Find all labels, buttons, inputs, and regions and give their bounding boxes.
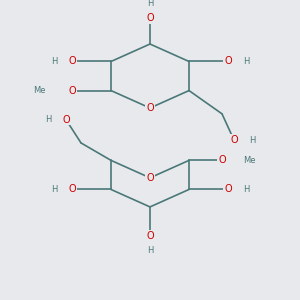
Text: O: O bbox=[146, 173, 154, 183]
Text: H: H bbox=[147, 0, 153, 8]
Text: O: O bbox=[224, 56, 232, 67]
Text: H: H bbox=[147, 246, 153, 255]
Text: O: O bbox=[146, 103, 154, 113]
Text: H: H bbox=[45, 115, 51, 124]
Text: Me: Me bbox=[33, 86, 45, 95]
Text: O: O bbox=[62, 115, 70, 125]
Text: O: O bbox=[68, 56, 76, 67]
Text: H: H bbox=[51, 57, 57, 66]
Text: O: O bbox=[146, 231, 154, 241]
Text: O: O bbox=[224, 184, 232, 194]
Text: O: O bbox=[146, 13, 154, 23]
Text: H: H bbox=[51, 185, 57, 194]
Text: O: O bbox=[230, 135, 238, 145]
Text: O: O bbox=[218, 155, 226, 165]
Text: H: H bbox=[243, 57, 249, 66]
Text: O: O bbox=[68, 85, 76, 96]
Text: Me: Me bbox=[243, 156, 255, 165]
Text: H: H bbox=[243, 185, 249, 194]
Text: O: O bbox=[68, 184, 76, 194]
Text: H: H bbox=[249, 136, 255, 145]
